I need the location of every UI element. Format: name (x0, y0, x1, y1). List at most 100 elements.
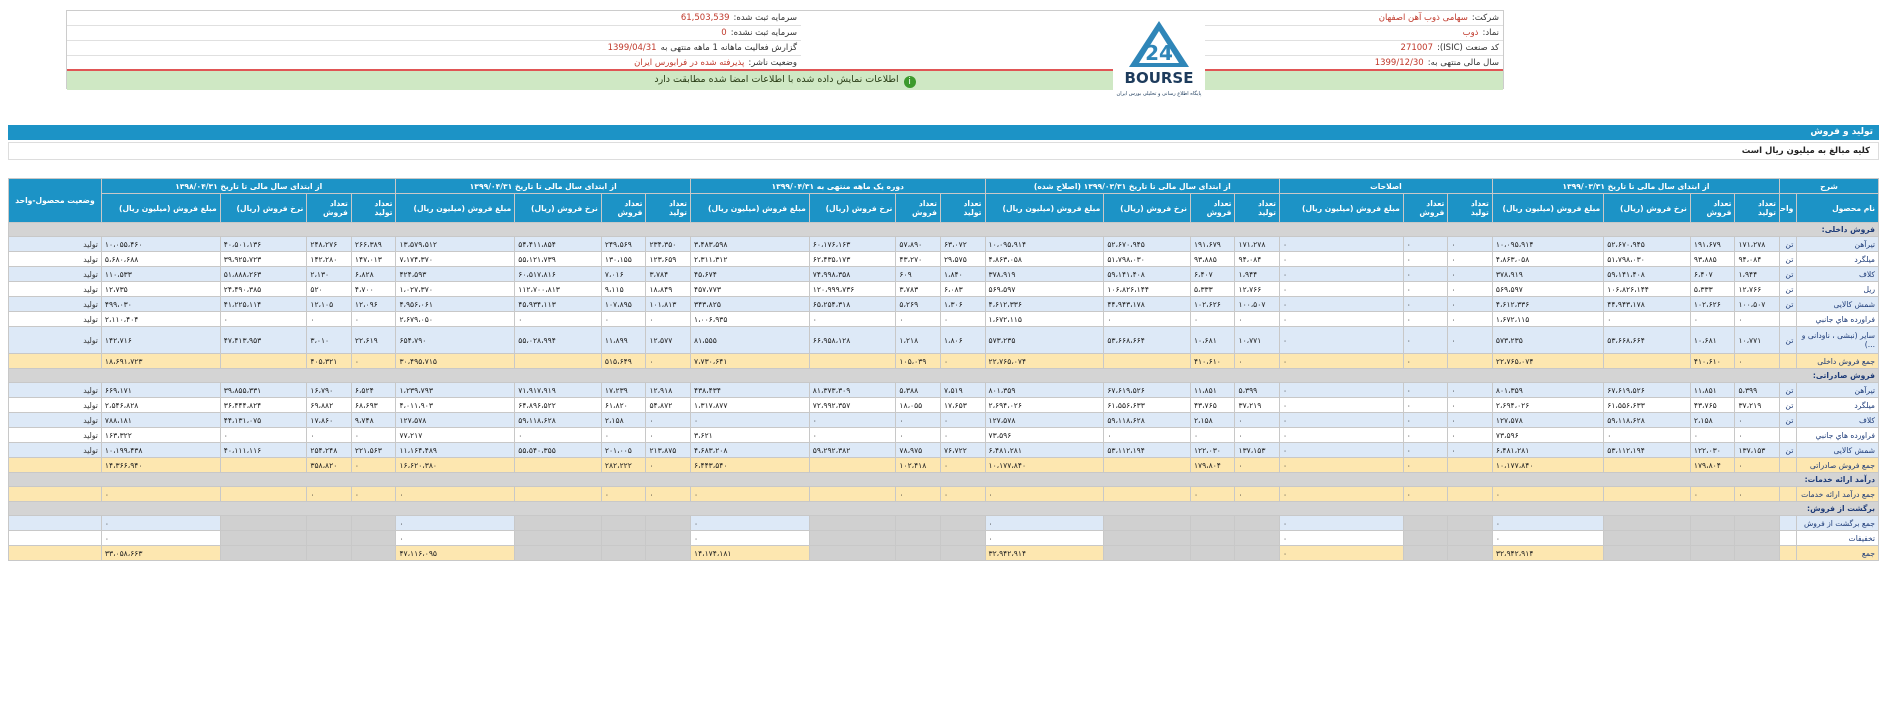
value-cell (350, 545, 397, 561)
product-unit (1778, 427, 1798, 443)
value-cell: ۱۰،۷۷۱ (1734, 326, 1780, 354)
value-cell: ۶۴،۸۹۶،۵۲۲ (514, 397, 602, 413)
bourse-logo[interactable]: 24 BOURSE پایگاه اطلاع رسانی و تحلیلی بو… (1113, 17, 1205, 103)
value-cell: ۲۰۱،۰۰۵ (600, 442, 647, 458)
value-cell: ۶۷،۶۱۹،۵۲۶ (1603, 382, 1691, 398)
value-cell: ۱۱،۸۹۹ (600, 326, 647, 354)
value-cell: ۴۹۹،۰۳۰ (100, 296, 221, 312)
value-cell (1189, 545, 1236, 561)
subheader-g2-0: تعداد تولید (1234, 193, 1281, 223)
value-cell: ۰ (395, 530, 516, 546)
value-cell: ۱۳۷،۱۵۳ (1734, 442, 1780, 458)
value-cell: ۱،۳۰۶ (939, 296, 986, 312)
value-cell: ۱۰۲،۶۲۶ (1689, 296, 1736, 312)
value-cell (895, 545, 941, 561)
value-cell: ۴،۰۱۱،۹۰۳ (395, 397, 516, 413)
value-cell: ۲۸۲،۲۲۲ (600, 457, 647, 473)
value-cell: ۳۲،۹۴۲،۹۱۴ (1491, 545, 1605, 561)
value-cell: ۲۱۳،۸۷۵ (645, 442, 691, 458)
value-cell: ۰ (1734, 457, 1780, 473)
value-cell (1603, 545, 1691, 561)
value-cell: ۰ (939, 457, 986, 473)
production-sales-table: شرح از ابتدای سال مالی تا تاریخ ۱۳۹۹/۰۳/… (8, 178, 1880, 561)
value-cell: ۵،۶۸۰،۶۸۸ (100, 251, 221, 267)
value-cell: ۱،۲۳۹،۷۹۳ (395, 382, 516, 398)
product-status: تولید (8, 311, 102, 327)
value-cell: ۰ (1402, 353, 1449, 369)
value-cell: ۰ (1734, 427, 1780, 443)
value-cell: ۰ (1734, 412, 1780, 428)
value-cell: ۰ (984, 515, 1105, 531)
value-cell: ۱۱،۱۶۴،۴۸۹ (395, 442, 516, 458)
value-cell: ۰ (1491, 530, 1605, 546)
value-cell: ۳۰،۴۹۵،۷۱۵ (395, 353, 516, 369)
value-cell: ۷۳،۵۹۶ (984, 427, 1105, 443)
product-unit: تن (1778, 236, 1798, 252)
product-name: میلگرد (1796, 251, 1879, 267)
subheader-g1-0: تعداد تولید (1447, 193, 1493, 223)
value-cell: ۰ (1491, 515, 1605, 531)
value-cell: ۲۲،۶۱۹ (350, 326, 397, 354)
value-cell: ۰ (1447, 427, 1493, 443)
product-unit (1778, 545, 1798, 561)
verification-notice: i اطلاعات نمایش داده شده با اطلاعات امضا … (67, 69, 1503, 90)
value-cell: ۱۲۲،۰۳۰ (1189, 442, 1236, 458)
value-cell (939, 545, 986, 561)
value-cell: ۰ (1279, 486, 1404, 502)
value-cell: ۰ (1402, 296, 1449, 312)
subheader-g5-2: نرخ فروش (ریال) (219, 193, 308, 223)
value-cell: ۲،۱۵۸ (1689, 412, 1736, 428)
value-cell: ۰ (1279, 326, 1404, 354)
notice-text: اطلاعات نمایش داده شده با اطلاعات امضا ش… (654, 74, 899, 85)
product-unit (1778, 486, 1798, 502)
value-cell (1603, 515, 1691, 531)
value-cell: ۰ (1402, 486, 1449, 502)
value-cell: ۶۲،۴۳۵،۱۷۳ (808, 251, 897, 267)
section-label: برگشت از فروش: (8, 501, 1879, 516)
value-cell: ۱۰۰،۵۰۷ (1234, 296, 1281, 312)
value-cell: ۱۹۱،۶۷۹ (1189, 236, 1236, 252)
product-status: تولید (8, 427, 102, 443)
value-cell: ۰ (1279, 457, 1404, 473)
value-cell: ۴،۶۱۲،۳۳۶ (1491, 296, 1605, 312)
value-cell: ۱،۹۴۴ (1234, 266, 1281, 282)
value-cell: ۱۲۳،۶۵۹ (645, 251, 691, 267)
value-cell: ۹۳،۸۸۵ (1189, 251, 1236, 267)
value-cell: ۵۴،۸۷۲ (645, 397, 691, 413)
value-cell (600, 545, 647, 561)
isic-label: کد صنعت (ISIC): (1436, 43, 1499, 53)
value-cell: ۰ (645, 311, 691, 327)
product-status: تولید (8, 382, 102, 398)
value-cell: ۹،۷۴۸ (350, 412, 397, 428)
bourse-logo-graphic: 24 BOURSE پایگاه اطلاع رسانی و تحلیلی بو… (1117, 21, 1202, 97)
value-cell: ۴۰،۱۱۱،۱۱۶ (219, 442, 308, 458)
value-cell: ۱۲،۷۶۶ (1234, 281, 1281, 297)
value-cell: ۲،۳۱۱،۳۱۲ (689, 251, 810, 267)
value-cell: ۱۷۱،۲۷۸ (1234, 236, 1281, 252)
value-cell: ۴،۷۰۰ (350, 281, 397, 297)
subheader-g4-1: تعداد فروش (600, 193, 647, 223)
logo-text: BOURSE (1125, 69, 1194, 87)
value-cell (306, 545, 352, 561)
value-cell: ۵۹،۱۱۸،۶۲۸ (514, 412, 602, 428)
value-cell: ۱۷،۸۶۰ (306, 412, 352, 428)
value-cell: ۵۷۳،۲۳۵ (1491, 326, 1605, 354)
value-cell: ۰ (808, 311, 897, 327)
value-cell: ۰ (1279, 412, 1404, 428)
value-cell: ۱۰،۶۸۱ (1189, 326, 1236, 354)
table-row: شمش کالایی تن ۱۰۰،۵۰۷ ۱۰۲،۶۲۶ ۴۴،۹۴۳،۱۷۸ ۴،۶۱… (8, 296, 1879, 312)
product-name: جمع فروش صادراتی (1796, 457, 1879, 473)
table-row: میلگرد تن ۹۴،۰۸۴ ۹۳،۸۸۵ ۵۱،۷۹۸،۰۳۰ ۴،۸۶۳،۰۵۸ ۰… (8, 251, 1879, 267)
status-value: پذیرفته شده در فرابورس ایران (634, 58, 745, 68)
value-cell (1447, 530, 1493, 546)
value-cell: ۲،۵۴۶،۸۲۸ (100, 397, 221, 413)
value-cell: ۳،۶۲۱ (689, 427, 810, 443)
value-cell: ۰ (219, 427, 308, 443)
value-cell (1447, 457, 1493, 473)
product-status: تولید (8, 326, 102, 354)
value-cell: ۰ (514, 427, 602, 443)
value-cell: ۱،۰۰۶،۹۳۵ (689, 311, 810, 327)
table-body: فروش داخلی: تیرآهن تن ۱۷۱،۲۷۸ ۱۹۱،۶۷۹ ۵۲،۶۷۰،… (8, 222, 1879, 561)
value-cell: ۱۰۰،۵۰۷ (1734, 296, 1780, 312)
value-cell (600, 530, 647, 546)
